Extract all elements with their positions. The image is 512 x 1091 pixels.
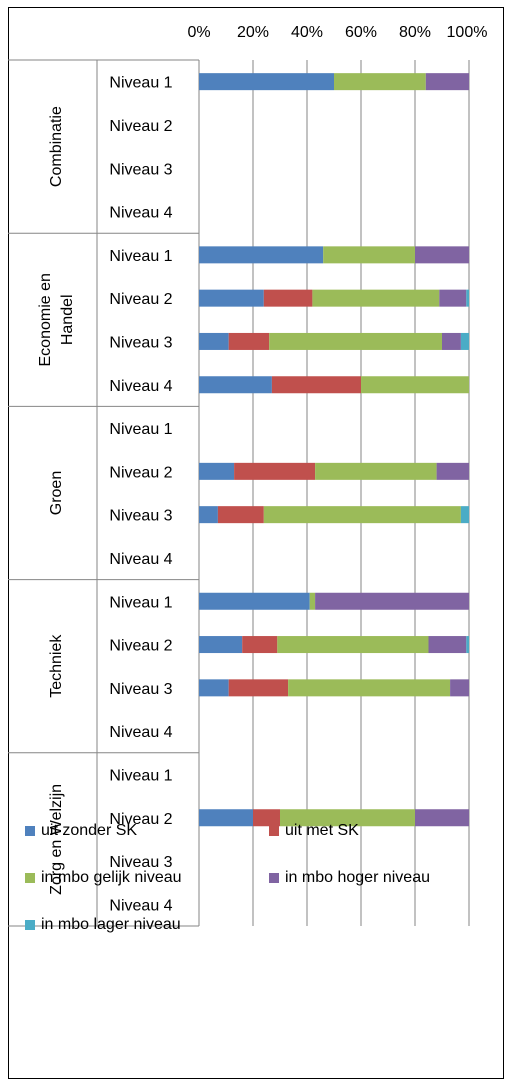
- row-label: Niveau 3: [109, 854, 172, 871]
- x-tick-label: 60%: [345, 24, 377, 41]
- row-label: Niveau 2: [109, 118, 172, 135]
- bar-segment: [450, 679, 469, 697]
- bar-segment: [439, 289, 467, 307]
- bar-segment: [312, 289, 440, 307]
- x-tick-label: 20%: [237, 24, 269, 41]
- bar-segment: [288, 679, 451, 697]
- bar-segment: [415, 246, 469, 264]
- bar-segment: [199, 332, 229, 350]
- bar-segment: [217, 506, 264, 524]
- chart-border: [8, 7, 504, 1079]
- row-label: Niveau 1: [109, 421, 172, 438]
- group-label: Combinatie: [48, 106, 65, 187]
- x-tick-label: 80%: [399, 24, 431, 41]
- group-label: Groen: [48, 471, 65, 515]
- row-label: Niveau 2: [109, 638, 172, 655]
- row-label: Niveau 3: [109, 508, 172, 525]
- bar-segment: [466, 289, 469, 307]
- row-label: Niveau 1: [109, 248, 172, 265]
- bar-segment: [428, 636, 467, 654]
- bar-segment: [228, 332, 270, 350]
- bar-segment: [271, 376, 361, 394]
- bar-segment: [199, 679, 229, 697]
- bar-segment: [199, 376, 272, 394]
- row-label: Niveau 4: [109, 897, 172, 914]
- group-label: Economie en Handel: [37, 273, 76, 366]
- row-label: Niveau 3: [109, 161, 172, 178]
- bar-segment: [436, 462, 469, 480]
- row-label: Niveau 4: [109, 551, 172, 568]
- bar-segment: [199, 462, 235, 480]
- row-label: Niveau 1: [109, 75, 172, 92]
- bar-segment: [199, 592, 310, 610]
- bar-segment: [253, 809, 280, 827]
- bar-segment: [425, 73, 469, 91]
- row-label: Niveau 2: [109, 291, 172, 308]
- row-label: Niveau 3: [109, 681, 172, 698]
- x-tick-label: 0%: [187, 24, 210, 41]
- bar-segment: [263, 506, 461, 524]
- bar-segment: [323, 246, 415, 264]
- bar-segment: [361, 376, 469, 394]
- bar-segment: [280, 809, 415, 827]
- row-label: Niveau 2: [109, 464, 172, 481]
- bar-segment: [263, 289, 313, 307]
- bar-segment: [315, 462, 437, 480]
- row-label: Niveau 1: [109, 594, 172, 611]
- bar-segment: [415, 809, 469, 827]
- bar-segment: [234, 462, 316, 480]
- bar-segment: [228, 679, 289, 697]
- bar-segment: [466, 636, 469, 654]
- bar-segment: [242, 636, 278, 654]
- bar-segment: [460, 332, 469, 350]
- x-tick-label: 100%: [447, 24, 488, 41]
- bar-segment: [199, 636, 243, 654]
- row-label: Niveau 4: [109, 205, 172, 222]
- bar-segment: [309, 592, 316, 610]
- row-label: Niveau 1: [109, 767, 172, 784]
- bar-segment: [199, 506, 218, 524]
- bar-segment: [199, 289, 264, 307]
- row-label: Niveau 4: [109, 724, 172, 741]
- bar-segment: [199, 73, 334, 91]
- bar-segment: [442, 332, 461, 350]
- row-label: Niveau 3: [109, 334, 172, 351]
- group-label: Techniek: [48, 634, 65, 698]
- bar-segment: [199, 246, 324, 264]
- x-tick-label: 40%: [291, 24, 323, 41]
- row-label: Niveau 4: [109, 378, 172, 395]
- bar-segment: [315, 592, 469, 610]
- bar-segment: [334, 73, 426, 91]
- bar-segment: [199, 809, 253, 827]
- bar-segment: [277, 636, 429, 654]
- row-label: Niveau 2: [109, 811, 172, 828]
- group-label: Zorg en Welzijn: [48, 784, 65, 895]
- bar-segment: [460, 506, 469, 524]
- bar-segment: [269, 332, 442, 350]
